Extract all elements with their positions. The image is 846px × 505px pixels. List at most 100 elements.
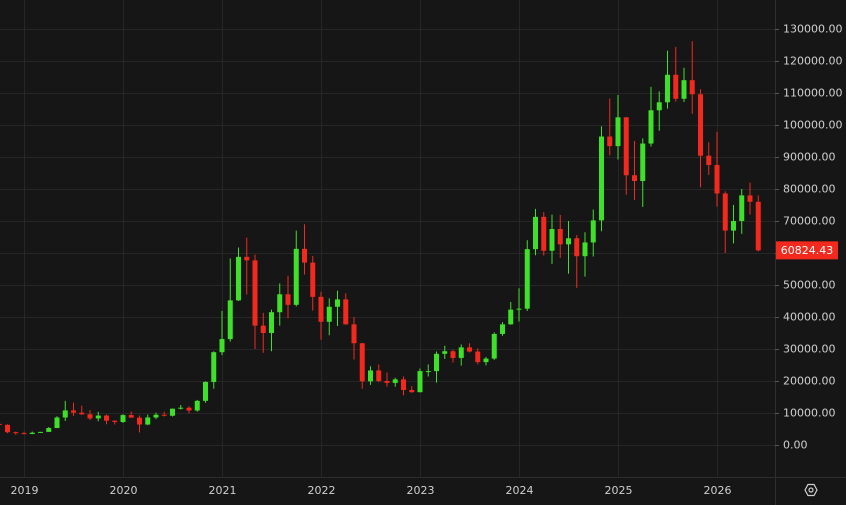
candle-body	[376, 370, 382, 381]
candle-body	[318, 296, 324, 322]
last-price-box	[776, 241, 838, 260]
candle-body	[648, 110, 654, 144]
candle-body	[607, 136, 613, 147]
candle-body	[79, 412, 85, 415]
candle-body	[170, 408, 175, 416]
y-tick-label: 130000.00	[783, 23, 843, 36]
y-tick-label: 10000.00	[783, 407, 836, 420]
candle-body	[574, 238, 580, 257]
candle-body	[252, 260, 258, 326]
candle-body	[417, 371, 423, 393]
candle-body	[277, 294, 283, 313]
candle-body	[260, 325, 266, 333]
candle-body	[755, 201, 761, 251]
candle-body	[5, 424, 10, 433]
candle-body	[541, 216, 547, 251]
candle-body	[137, 417, 142, 425]
settings-icon	[804, 483, 818, 497]
candle-body	[368, 370, 373, 382]
candle-body	[673, 74, 679, 99]
candle-body	[384, 381, 390, 383]
candle-body	[401, 379, 406, 390]
candle-body	[112, 420, 118, 422]
candle-body	[698, 94, 703, 156]
candle-body	[508, 309, 514, 325]
candle-body	[310, 262, 316, 297]
candle-body	[145, 417, 151, 425]
candle-body	[632, 175, 637, 181]
candle-body	[227, 300, 233, 340]
candle-body	[533, 216, 538, 250]
y-tick-label: 80000.00	[783, 183, 836, 196]
y-tick-label: 20000.00	[783, 375, 836, 388]
candle-body	[524, 249, 530, 309]
candle-body	[161, 414, 167, 416]
x-tick-label: 2025	[605, 484, 633, 497]
candle-body	[590, 220, 596, 243]
candle-body	[557, 229, 563, 245]
candle-body	[706, 155, 712, 165]
candle-body	[186, 407, 192, 411]
candle-body	[153, 414, 159, 418]
y-tick-label: 30000.00	[783, 343, 836, 356]
candle-body	[409, 389, 415, 393]
candle-body	[656, 102, 662, 111]
candle-body	[599, 136, 604, 221]
candle-body	[13, 432, 19, 434]
candle-body	[491, 333, 497, 359]
candle-body	[87, 414, 93, 419]
candle-body	[359, 343, 365, 382]
candle-body	[269, 312, 274, 333]
x-tick-label: 2022	[308, 484, 336, 497]
candle-body	[62, 410, 68, 418]
candle-body	[425, 371, 431, 373]
candle-body	[623, 117, 629, 176]
y-tick-label: 90000.00	[783, 151, 836, 164]
candle-body	[104, 415, 109, 421]
candle-body	[120, 415, 126, 422]
candle-body	[71, 410, 76, 413]
candle-body	[665, 74, 670, 103]
candle-body	[244, 256, 250, 261]
candle-body	[194, 400, 200, 411]
candle-body	[46, 428, 52, 432]
candle-body	[29, 432, 35, 434]
candle-body	[285, 294, 291, 305]
y-tick-label: 0.00	[783, 439, 808, 452]
candle-body	[293, 248, 299, 305]
x-tick-label: 2024	[506, 484, 534, 497]
candle-body	[21, 433, 27, 435]
x-tick-label: 2026	[704, 484, 732, 497]
candle-body	[335, 299, 340, 307]
candle-body	[731, 221, 736, 231]
candle-body	[582, 242, 588, 257]
candle-body	[38, 431, 43, 433]
candles	[0, 41, 761, 435]
candle-body	[689, 80, 695, 95]
settings-button[interactable]	[804, 483, 818, 497]
axes: 0.00 10000.00 20000.00 30000.00 40000.00 5000…	[11, 23, 843, 498]
candle-body	[566, 238, 571, 245]
candle-body	[211, 352, 217, 382]
candle-body	[549, 229, 555, 251]
candle-body	[739, 195, 745, 221]
candle-body	[722, 193, 728, 231]
candle-body	[343, 299, 349, 325]
candle-body	[483, 358, 489, 363]
candle-body	[640, 143, 646, 181]
candle-body	[450, 351, 456, 358]
grid	[0, 0, 775, 477]
candle-body	[442, 351, 448, 354]
y-tick-label: 100000.00	[783, 119, 843, 132]
candle-body	[95, 415, 101, 419]
candle-body	[302, 248, 307, 263]
y-tick-label: 40000.00	[783, 311, 836, 324]
candle-body	[467, 347, 472, 352]
candle-body	[747, 195, 753, 202]
candle-body	[178, 407, 184, 409]
y-tick-label: 120000.00	[783, 55, 843, 68]
candle-body	[475, 351, 481, 363]
candle-body	[203, 381, 208, 401]
x-tick-label: 2019	[11, 484, 39, 497]
